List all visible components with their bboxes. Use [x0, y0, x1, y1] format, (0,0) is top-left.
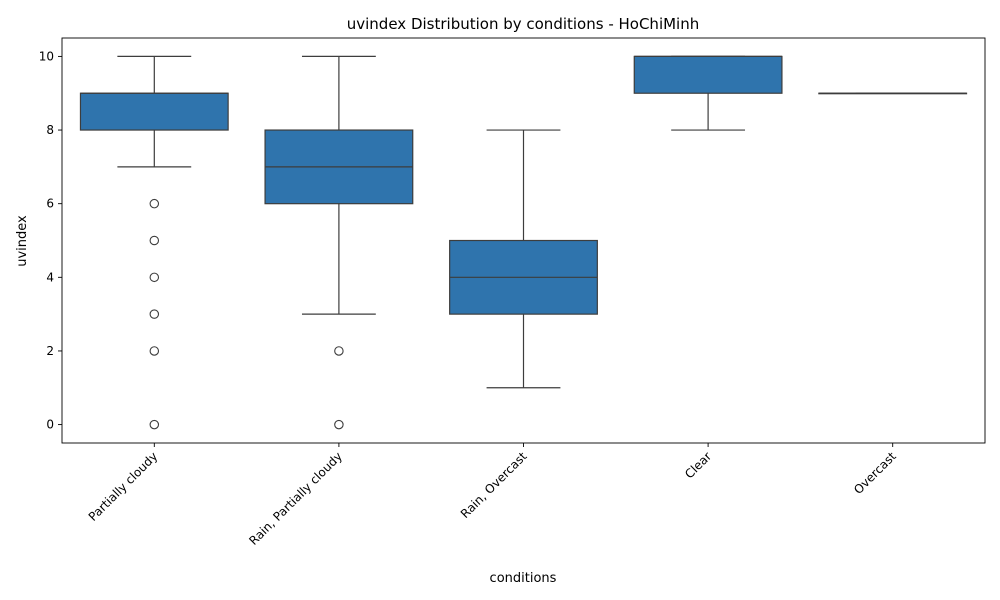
outlier-point: [149, 419, 160, 430]
x-tick-label: Partially cloudy: [86, 449, 161, 524]
x-tick-label: Overcast: [851, 449, 899, 497]
y-tick-label: 10: [39, 49, 54, 63]
outlier-point: [149, 198, 160, 209]
x-axis-label: conditions: [490, 571, 557, 586]
plot-area: 0 2 4 6 8 10 Partially cloudy Rain, Partially c…: [39, 37, 986, 548]
y-axis-label: uvindex: [15, 215, 30, 267]
y-tick-label: 8: [46, 123, 54, 137]
x-tick-label: Rain, Overcast: [458, 449, 530, 521]
box-iqr: [79, 92, 229, 131]
chart-title: uvindex Distribution by conditions - HoC…: [347, 15, 699, 33]
box-iqr: [633, 55, 783, 94]
outlier-point: [149, 235, 160, 246]
y-tick-label: 4: [46, 270, 54, 284]
y-tick-label: 0: [46, 418, 54, 432]
y-tick-label: 6: [46, 197, 54, 211]
outlier-point: [334, 346, 344, 356]
outlier-point: [334, 419, 344, 430]
x-tick-label: Clear: [682, 449, 714, 481]
x-tick-label: Rain, Partially cloudy: [246, 449, 345, 548]
outlier-point: [149, 272, 160, 283]
outlier-point: [149, 309, 160, 319]
outlier-point: [149, 346, 160, 356]
y-tick-label: 2: [46, 344, 54, 358]
